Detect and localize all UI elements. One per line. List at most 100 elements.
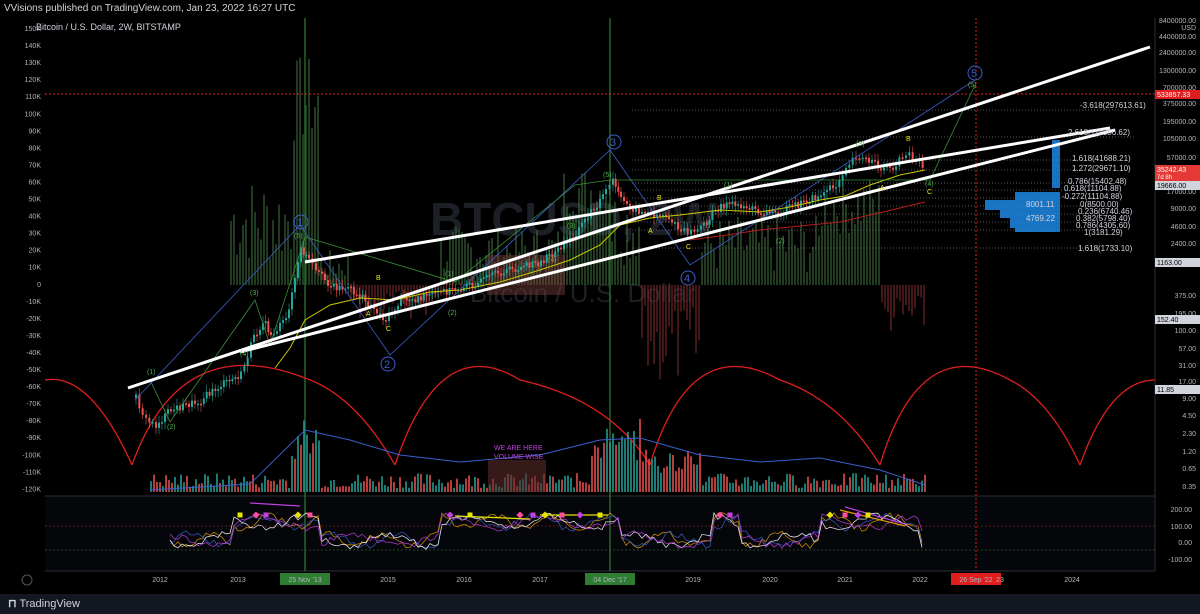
left-axis-label: -20K <box>26 316 41 323</box>
histogram-bar <box>701 252 703 285</box>
volume-bar <box>732 482 734 492</box>
histogram-bar <box>653 285 655 365</box>
volume-bar <box>171 482 173 492</box>
candle-body <box>754 206 757 209</box>
price-candles[interactable] <box>135 146 924 435</box>
trendline-upper[interactable] <box>127 45 1151 390</box>
candle-body <box>488 275 491 277</box>
volume-bar <box>414 476 416 492</box>
candle-body <box>728 202 731 205</box>
volume-bar <box>603 442 605 492</box>
candle-body <box>751 206 754 210</box>
volume-bar <box>597 447 599 492</box>
histogram-bar <box>623 264 625 285</box>
fib-label-11: 1(3181.29) <box>1084 228 1123 237</box>
chart-canvas[interactable]: BTCUSD, 2W Bitcoin / U.S. Dollar WE ARE … <box>0 0 1200 594</box>
candle-body <box>425 293 428 296</box>
volume-bar <box>882 483 884 492</box>
histogram-bar <box>269 258 271 285</box>
histogram-bar <box>389 285 391 297</box>
candle-body <box>451 287 454 290</box>
histogram-bar <box>539 261 541 285</box>
volume-bar <box>210 483 212 492</box>
volume-bar <box>201 483 203 492</box>
volume-bar <box>858 486 860 492</box>
candle-body <box>361 294 364 299</box>
histogram-bar <box>890 285 892 331</box>
candle-body <box>653 212 655 218</box>
trendline-lower[interactable] <box>239 128 1116 354</box>
right-axis-label: 100.00 <box>1175 328 1197 335</box>
volume-bar <box>207 476 209 492</box>
histogram-bar <box>551 240 553 285</box>
candle-body <box>194 400 196 404</box>
volume-bar <box>552 476 554 492</box>
volume-bar <box>588 484 590 492</box>
volume-bar <box>594 445 596 492</box>
volume-bar <box>807 476 809 492</box>
histogram-bar <box>620 251 622 285</box>
volume-bar <box>387 486 389 492</box>
histogram-bar <box>311 127 313 285</box>
volume-bar <box>699 453 701 492</box>
volume-bar <box>480 487 482 492</box>
histogram-bar <box>899 285 901 302</box>
tradingview-brand: ⊓ TradingView <box>8 597 80 610</box>
volume-bar <box>255 484 257 492</box>
right-axis-label: 0.65 <box>1182 466 1196 473</box>
candle-body <box>222 380 225 387</box>
histogram-bar <box>761 215 763 285</box>
time-axis[interactable]: 2012 2013 25 Nov '13 2015 2016 2017 04 Dec '17… <box>152 573 1080 585</box>
oscillator-pane[interactable] <box>45 496 1155 571</box>
candle-body <box>428 293 431 296</box>
volume-bar <box>801 487 803 492</box>
left-axis-label: 20K <box>29 248 42 255</box>
histogram-bar <box>482 264 484 285</box>
left-price-axis[interactable]: 150K 140K 130K 120K 110K 100K 90K 80K 70K 60K 50K 4… <box>22 26 41 493</box>
candle-body <box>138 394 141 409</box>
histogram-bar <box>272 220 274 285</box>
histogram-bar <box>635 256 637 285</box>
candle-body <box>327 280 329 286</box>
candle-body <box>534 261 537 263</box>
trendline-upper-parallel[interactable] <box>304 126 1111 264</box>
volume-bar <box>186 475 188 492</box>
candle-body <box>644 211 646 214</box>
volume-bar <box>444 486 446 492</box>
left-axis-label: -30K <box>26 333 41 340</box>
oscillator-axis[interactable]: 200.00 100.00 0.00 -100.00 <box>1168 507 1192 564</box>
histogram-bar <box>629 258 631 285</box>
time-axis-label: 2019 <box>685 577 701 584</box>
volume-bar <box>690 456 692 492</box>
histogram-bar <box>383 285 385 310</box>
histogram-bar <box>356 285 358 293</box>
candle-body <box>468 282 471 285</box>
candle-body <box>145 414 147 418</box>
candle-body <box>330 285 332 288</box>
settings-icon[interactable] <box>21 574 33 586</box>
histogram-bar <box>644 285 646 306</box>
abc-b-2: B <box>657 195 662 202</box>
histogram-bar <box>593 212 595 285</box>
symbol-title: Bitcoin / U.S. Dollar, 2W, BITSTAMP <box>36 22 181 32</box>
volume-bar <box>225 486 227 492</box>
histogram-bar <box>560 263 562 285</box>
candle-body <box>161 422 163 424</box>
candle-body <box>454 288 457 291</box>
signal-marker <box>446 511 454 519</box>
candle-body <box>414 299 417 303</box>
publish-info-bar: VVisions published on TradingView.com, J… <box>0 0 1200 18</box>
histogram-bar <box>608 203 610 285</box>
volume-bar <box>228 475 230 492</box>
volume-bar <box>246 481 248 492</box>
candle-body <box>324 273 326 281</box>
volume-bar <box>792 475 794 492</box>
candle-body <box>829 185 831 191</box>
candle-body <box>214 388 217 391</box>
histogram-bar <box>317 95 319 286</box>
left-axis-label: -50K <box>26 367 41 374</box>
histogram-bar <box>590 190 592 285</box>
time-marker-bg <box>585 573 635 585</box>
time-marker-bg <box>951 573 1001 585</box>
